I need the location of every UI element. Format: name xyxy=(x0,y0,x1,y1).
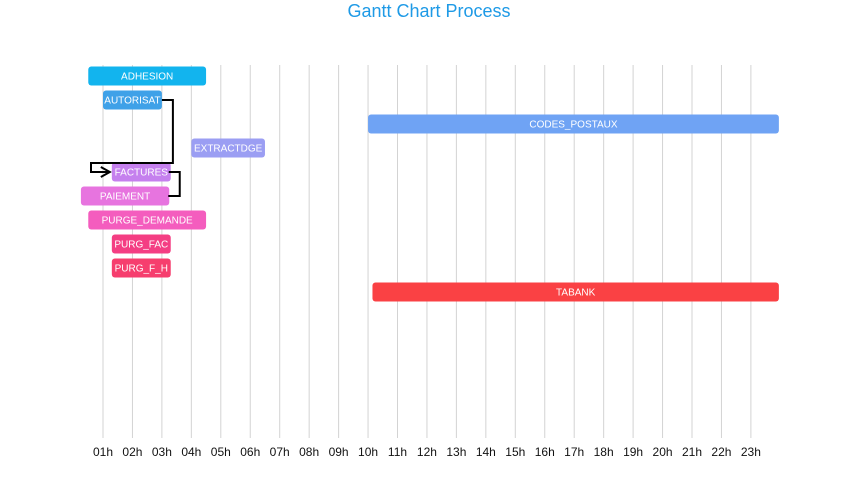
x-tick-label: 10h xyxy=(358,445,378,459)
task-label: PAIEMENT xyxy=(100,192,150,203)
task-label: FACTURES xyxy=(115,168,169,179)
x-tick-label: 22h xyxy=(711,445,731,459)
task-label: PURG_FAC xyxy=(114,240,168,251)
x-tick-label: 06h xyxy=(240,445,260,459)
x-tick-label: 20h xyxy=(653,445,673,459)
task-label: AUTORISAT xyxy=(104,96,160,107)
dependency-arrow xyxy=(90,99,174,173)
task-label: EXTRACTDGE xyxy=(194,144,263,155)
x-tick-label: 11h xyxy=(388,445,407,459)
task-label: ADHESION xyxy=(121,72,173,83)
x-tick-label: 23h xyxy=(741,445,761,459)
task-label: PURGE_DEMANDE xyxy=(102,216,193,227)
x-tick-label: 09h xyxy=(329,445,349,459)
x-tick-label: 16h xyxy=(535,445,555,459)
x-tick-label: 12h xyxy=(417,445,437,459)
task-bar[interactable] xyxy=(88,66,207,86)
x-tick-label: 07h xyxy=(270,445,290,459)
x-tick-label: 13h xyxy=(446,445,466,459)
arrowhead xyxy=(100,166,112,178)
x-tick-label: 17h xyxy=(564,445,584,459)
task-label: PURG_F_H xyxy=(115,264,168,275)
x-tick-label: 14h xyxy=(476,445,496,459)
task-label: TABANK xyxy=(556,288,596,299)
task-bar[interactable] xyxy=(372,282,779,302)
x-tick-label: 02h xyxy=(122,445,142,459)
chart-title: Gantt Chart Process xyxy=(347,1,511,21)
x-tick-label: 21h xyxy=(682,445,702,459)
task-bar[interactable] xyxy=(88,210,207,230)
task-bar[interactable] xyxy=(103,90,162,110)
task-bar[interactable] xyxy=(368,114,779,134)
task-bar[interactable] xyxy=(111,258,171,278)
task-bar[interactable] xyxy=(111,162,171,182)
task-bar[interactable] xyxy=(191,138,265,158)
x-tick-label: 01h xyxy=(93,445,113,459)
x-tick-label: 04h xyxy=(181,445,201,459)
x-tick-label: 19h xyxy=(623,445,643,459)
dependency-arrow xyxy=(168,171,181,197)
task-bar[interactable] xyxy=(80,186,170,206)
task-label: CODES_POSTAUX xyxy=(529,120,617,131)
x-tick-label: 18h xyxy=(594,445,614,459)
x-tick-label: 15h xyxy=(505,445,525,459)
x-tick-label: 05h xyxy=(211,445,231,459)
task-bar[interactable] xyxy=(111,234,171,254)
x-tick-label: 08h xyxy=(299,445,319,459)
x-tick-label: 03h xyxy=(152,445,172,459)
